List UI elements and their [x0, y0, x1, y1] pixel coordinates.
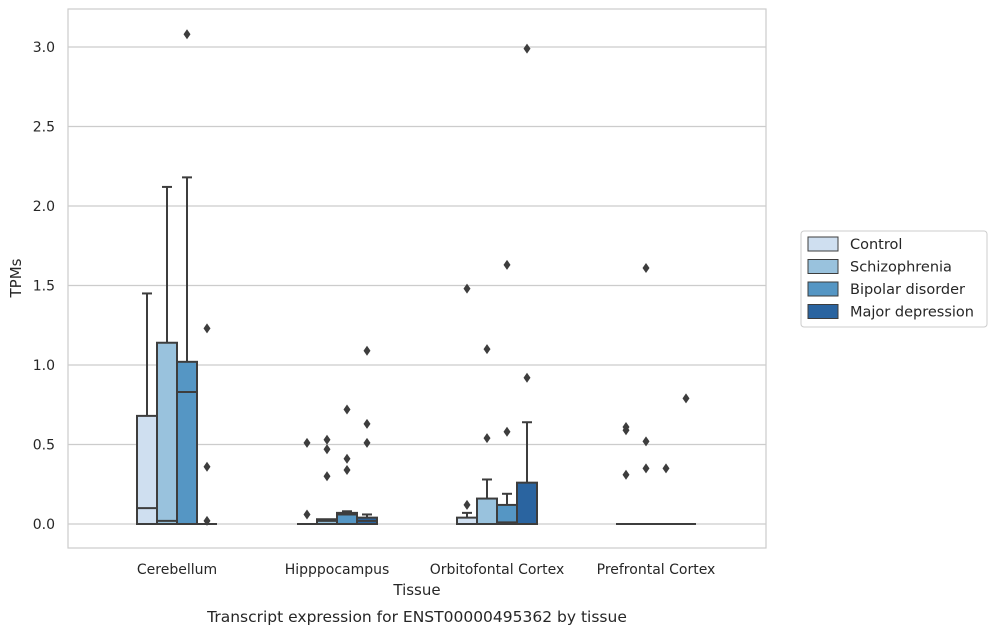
outlier-point — [363, 418, 371, 429]
legend-label: Control — [850, 237, 902, 253]
box-0-2 — [176, 176, 198, 525]
outlier-point — [203, 323, 211, 334]
box-iqr — [496, 503, 518, 526]
outlier-point — [343, 453, 351, 464]
legend-swatch — [807, 281, 839, 297]
outlier-point — [523, 372, 531, 383]
outlier-point — [682, 393, 690, 404]
y-tick-labels: 0.0 0.5 1.0 1.5 2.0 2.5 3.0 — [33, 40, 55, 533]
outlier-point — [363, 437, 371, 448]
outlier-point — [483, 433, 491, 444]
y-axis-label: TPMs — [7, 258, 25, 298]
box-2-2 — [496, 492, 518, 526]
legend-swatch — [807, 236, 839, 252]
outlier-point — [642, 436, 650, 447]
x-tick-label: Orbitofontal Cortex — [430, 562, 565, 578]
legend-swatch — [807, 304, 839, 319]
legend-frame — [800, 230, 988, 328]
y-tick-label: 2.5 — [33, 120, 55, 136]
y-tick-label: 0.0 — [33, 517, 55, 533]
legend-items: Control Schizophrenia Bipolar disorder Majo… — [807, 236, 974, 321]
outlier-point — [203, 461, 211, 472]
x-axis-label: Tissue — [392, 581, 440, 599]
outlier-point — [503, 426, 511, 437]
outlier-point — [463, 283, 471, 294]
outlier-point — [323, 444, 331, 455]
outlier-point — [662, 463, 670, 474]
chart-caption: Transcript expression for ENST0000049536… — [206, 608, 627, 626]
outlier-point — [483, 344, 491, 355]
outlier-point — [323, 471, 331, 482]
outlier-point — [203, 515, 211, 526]
outlier-point — [363, 345, 371, 356]
legend: Control Schizophrenia Bipolar disorder Majo… — [800, 230, 988, 328]
outlier-point — [642, 263, 650, 274]
outlier-point — [642, 463, 650, 474]
y-tick-label: 0.5 — [33, 438, 55, 454]
box-1-2 — [336, 510, 358, 525]
legend-label: Major depression — [850, 305, 974, 321]
outlier-point — [523, 43, 531, 54]
outlier-point — [303, 437, 311, 448]
plot-frame — [67, 8, 767, 549]
outlier-point — [622, 422, 630, 433]
outlier-point — [183, 29, 191, 40]
outlier-point — [303, 509, 311, 520]
box-1-1 — [316, 518, 338, 525]
y-tick-label: 1.0 — [33, 358, 55, 374]
outlier-point — [323, 434, 331, 445]
legend-label: Bipolar disorder — [850, 282, 965, 298]
y-tick-label: 3.0 — [33, 40, 55, 56]
outlier-point — [463, 499, 471, 510]
outlier-point — [622, 469, 630, 480]
x-tick-label: Prefrontal Cortex — [597, 562, 716, 578]
x-tick-labels: Cerebellum Hipppocampus Orbitofontal Corte… — [137, 562, 715, 578]
legend-label: Schizophrenia — [850, 260, 952, 276]
legend-swatch — [807, 259, 839, 274]
x-tick-label: Hipppocampus — [285, 562, 390, 578]
box-1-3 — [356, 513, 378, 526]
y-tick-label: 2.0 — [33, 199, 55, 215]
x-tick-label: Cerebellum — [137, 562, 217, 578]
y-tick-label: 1.5 — [33, 279, 55, 295]
box-iqr — [156, 341, 178, 525]
box-series — [136, 176, 696, 526]
box-iqr — [476, 497, 498, 525]
box-iqr — [176, 360, 198, 525]
outlier-point — [343, 404, 351, 415]
outlier-point — [343, 464, 351, 475]
outlier-point — [503, 259, 511, 270]
box-2-3 — [516, 421, 538, 526]
box-iqr — [516, 481, 538, 526]
outlier-points — [183, 29, 690, 526]
